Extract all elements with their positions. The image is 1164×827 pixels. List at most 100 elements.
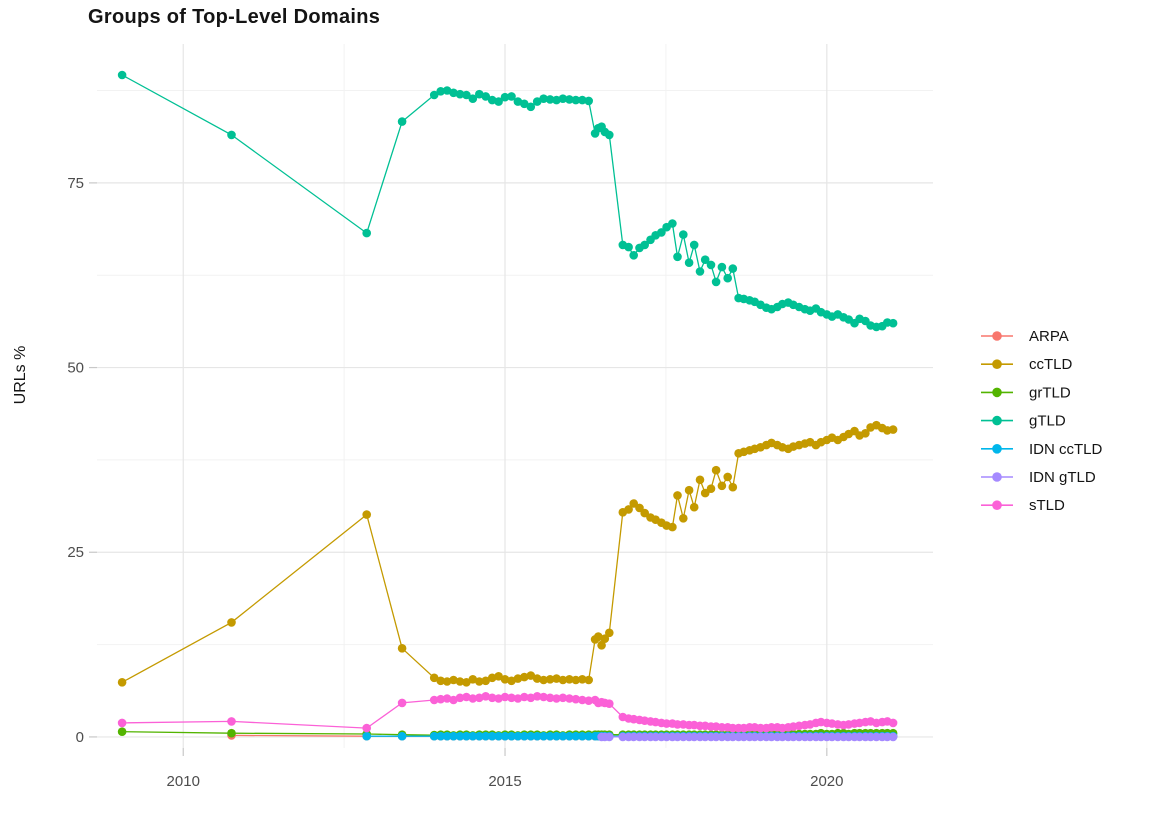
data-point — [526, 731, 536, 741]
data-point — [500, 692, 510, 702]
chart-title: Groups of Top-Level Domains — [88, 6, 381, 28]
legend-key-point — [992, 500, 1002, 511]
series-gtld — [117, 70, 898, 332]
data-point — [436, 87, 446, 96]
data-point — [436, 694, 446, 704]
legend-label: IDN ccTLD — [1029, 441, 1103, 458]
data-point — [668, 219, 677, 228]
data-point — [436, 676, 446, 686]
data-point — [565, 731, 574, 741]
data-point — [565, 694, 574, 703]
data-point — [684, 258, 694, 268]
data-point — [552, 95, 561, 105]
data-point — [468, 694, 478, 703]
data-point — [552, 731, 561, 741]
data-point — [429, 673, 439, 683]
data-point — [117, 70, 127, 80]
data-point — [532, 692, 542, 701]
data-point — [397, 644, 407, 653]
data-point — [723, 472, 732, 482]
gridlines — [97, 44, 933, 748]
data-point — [520, 731, 529, 741]
data-point — [695, 475, 705, 485]
data-point — [397, 731, 407, 741]
data-point — [624, 505, 633, 514]
data-point — [429, 90, 439, 100]
data-point — [605, 732, 614, 742]
data-point — [597, 641, 606, 650]
data-point — [545, 675, 555, 684]
data-point — [668, 522, 677, 532]
data-point — [227, 618, 236, 627]
data-point — [728, 482, 738, 492]
data-point — [507, 731, 516, 741]
data-point — [711, 277, 721, 287]
legend-key-point — [992, 472, 1002, 482]
data-point — [629, 251, 638, 260]
data-point — [640, 240, 649, 250]
data-point — [888, 718, 898, 728]
data-point — [449, 731, 458, 741]
x-axis-tick-label: 2015 — [488, 773, 521, 790]
data-point — [481, 92, 491, 101]
legend-item-idn-gtld: IDN gTLD — [981, 469, 1096, 486]
data-point — [558, 94, 568, 103]
data-point — [462, 731, 471, 741]
axes: 0 25 50 75 2010 2015 2020 — [67, 175, 843, 790]
data-point — [545, 693, 555, 703]
data-point — [717, 481, 727, 491]
data-point — [657, 228, 666, 237]
data-point — [500, 731, 510, 741]
data-point — [468, 94, 478, 103]
data-point — [455, 731, 465, 741]
data-point — [526, 671, 536, 680]
data-point — [605, 130, 614, 140]
data-point — [481, 692, 491, 701]
data-point — [507, 693, 516, 703]
data-point — [571, 95, 581, 105]
legend-item-arpa: ARPA — [981, 328, 1069, 345]
data-point — [487, 731, 497, 741]
data-point — [584, 696, 593, 705]
data-point — [475, 731, 484, 741]
data-point — [861, 429, 870, 438]
data-point — [594, 632, 603, 641]
data-point — [711, 465, 721, 475]
legend-label: ccTLD — [1029, 356, 1073, 373]
data-point — [462, 678, 471, 687]
data-point — [624, 242, 633, 252]
data-point — [558, 693, 568, 703]
data-point — [532, 97, 542, 106]
data-point — [539, 675, 548, 685]
data-point — [605, 628, 614, 638]
data-point — [684, 485, 694, 495]
data-point — [679, 514, 688, 523]
data-point — [888, 732, 898, 742]
data-point — [520, 692, 529, 702]
data-point — [494, 731, 503, 741]
series-stld — [117, 692, 898, 733]
legend-item-grtld: grTLD — [981, 384, 1071, 401]
data-point — [578, 675, 587, 684]
y-axis-tick-label: 50 — [67, 360, 84, 377]
data-point — [552, 674, 561, 683]
x-axis-tick-label: 2010 — [167, 773, 200, 790]
data-point — [673, 252, 682, 262]
data-point — [578, 95, 587, 105]
y-axis-tick-label: 0 — [76, 729, 84, 746]
data-point — [227, 717, 236, 726]
data-point — [728, 264, 738, 273]
legend-key-point — [992, 387, 1002, 398]
data-point — [520, 672, 529, 682]
data-point — [462, 90, 471, 100]
data-point — [600, 634, 610, 643]
y-axis-tick-label: 75 — [67, 175, 84, 192]
legend-label: ARPA — [1029, 328, 1069, 345]
data-point — [545, 731, 555, 741]
legend-label: sTLD — [1029, 497, 1065, 514]
data-point — [455, 677, 465, 686]
x-axis-tick-label: 2020 — [810, 773, 843, 790]
data-point — [436, 731, 446, 741]
data-point — [449, 88, 458, 98]
